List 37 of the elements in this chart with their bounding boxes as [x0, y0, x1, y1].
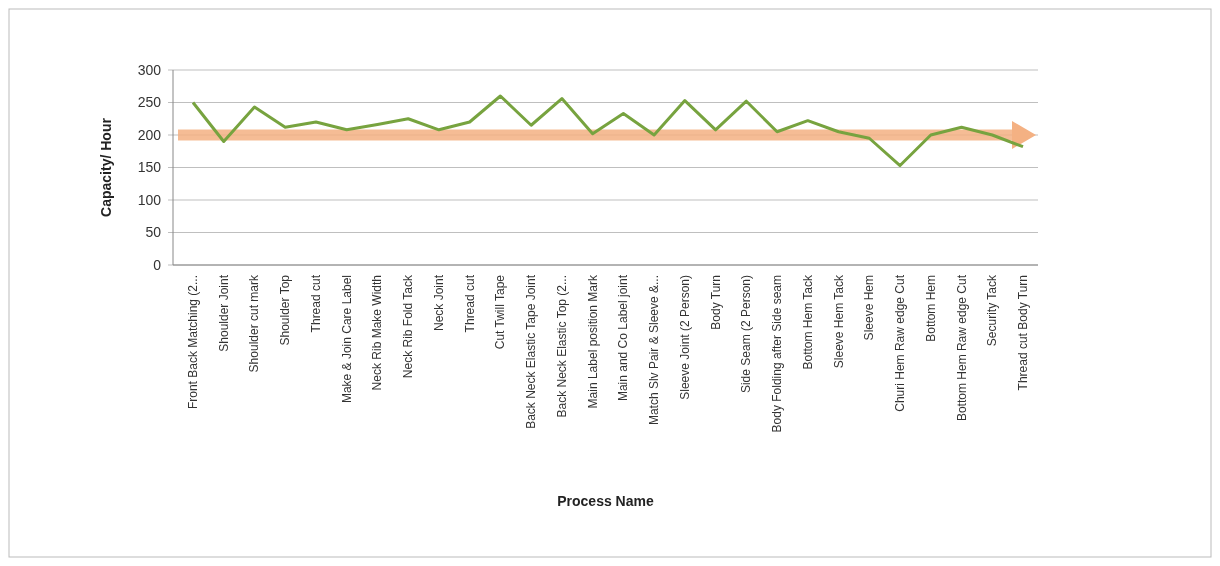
x-tick-label: Back Neck Elastic Top (2...: [554, 275, 569, 418]
y-tick-label: 50: [145, 224, 162, 241]
x-tick-label: Bottom Hem Raw edge Cut: [954, 274, 969, 422]
x-tick-label: Thread cut Body Turn: [1016, 275, 1030, 391]
x-tick-label: Bottom Hem Tack: [800, 274, 815, 370]
x-tick-label: Neck Joint: [431, 274, 446, 332]
y-tick-label: 250: [137, 94, 162, 111]
x-axis-title: Process Name: [557, 493, 654, 509]
x-tick-label: Body Folding after Side seam: [770, 275, 785, 433]
y-tick-label: 300: [137, 61, 162, 78]
x-tick-label: Back Neck Elastic Tape Joint: [524, 274, 539, 429]
x-tick-label: Match Slv Pair & Sleeve &...: [647, 275, 662, 426]
x-tick-label: Cut Twill Tape: [493, 274, 508, 350]
x-tick-label: Side Seam (2 Person): [739, 275, 754, 394]
y-tick-label: 0: [153, 256, 162, 273]
x-tick-label: Neck Rib Make Width: [370, 275, 385, 391]
x-tick-label: Thread cut: [308, 274, 323, 333]
x-tick-label: Make & Join Care Label: [339, 275, 354, 404]
x-tick-label: Shoulder cut mark: [247, 274, 262, 373]
x-tick-label: Main and Co Label joint: [616, 274, 631, 402]
x-tick-label: Sleeve Hem: [862, 275, 877, 341]
y-tick-label: 150: [137, 159, 162, 176]
x-tick-label: Security Tack: [985, 274, 1000, 347]
x-tick-label: Sleeve Hem Tack: [831, 274, 846, 369]
x-tick-label: Churi Hem Raw edge Cut: [893, 274, 908, 412]
x-tick-label: Bottom Hem: [923, 275, 938, 342]
x-tick-label: Neck Rib Fold Tack: [401, 274, 416, 379]
x-tick-label: Sleeve Joint (2 Person): [677, 275, 692, 400]
x-tick-label: Body Turn: [708, 275, 723, 330]
x-tick-label: Main Label position Mark: [585, 274, 600, 409]
y-axis-title: Capacity/ Hour: [98, 117, 114, 217]
x-tick-label: Thread cut: [462, 274, 477, 333]
x-tick-label: Shoulder Joint: [216, 274, 231, 352]
x-tick-label: Front Back Matching (2...: [186, 275, 200, 410]
x-tick-label: Shoulder Top: [278, 274, 293, 346]
y-tick-label: 200: [137, 126, 162, 143]
y-tick-label: 100: [137, 191, 162, 208]
